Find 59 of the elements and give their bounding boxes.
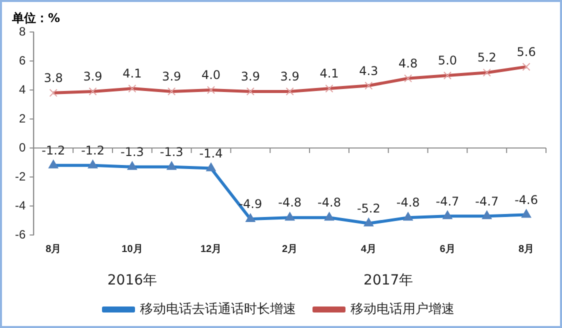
y-tick-label: 6 xyxy=(18,53,26,68)
data-label: 4.1 xyxy=(122,66,142,81)
data-label: 5.0 xyxy=(438,54,458,68)
data-label: -4.8 xyxy=(278,196,302,210)
point xyxy=(364,218,374,226)
text: 2016年 xyxy=(107,272,158,289)
y-tick-label: 4 xyxy=(18,82,26,96)
data-label: 5.6 xyxy=(516,44,536,59)
data-label: 3.9 xyxy=(162,70,182,84)
data-label: 3.9 xyxy=(240,70,260,84)
point xyxy=(88,160,98,168)
point xyxy=(166,161,176,170)
legend-label: 移动电话用户增速 xyxy=(350,301,454,316)
y-axis-title: 单位：% xyxy=(12,10,60,27)
point xyxy=(48,160,58,168)
y-tick-label: 8 xyxy=(18,24,26,38)
data-label: -1.3 xyxy=(120,144,144,159)
point xyxy=(482,210,492,220)
data-label: -1.3 xyxy=(160,144,184,159)
data-label: -1.2 xyxy=(81,144,104,158)
x-tick-label: 12月 xyxy=(200,244,222,255)
data-label: -4.7 xyxy=(475,194,499,208)
data-label: -4.6 xyxy=(514,192,538,207)
x-tick-label: 2月 xyxy=(282,244,298,255)
data-label: -1.2 xyxy=(42,144,66,158)
data-label: 5.2 xyxy=(477,50,496,65)
data-label: -4.8 xyxy=(396,196,420,210)
x-tick-label: 8月 xyxy=(46,244,62,255)
data-label: 3.9 xyxy=(83,70,102,84)
point xyxy=(521,209,532,218)
data-label: -4.9 xyxy=(238,197,262,212)
data-label: 4.8 xyxy=(398,56,418,71)
y-tick-label: -6 xyxy=(15,227,26,242)
point xyxy=(324,212,334,221)
y-tick-label: -2 xyxy=(15,169,26,184)
data-label: 4.0 xyxy=(201,68,221,82)
point xyxy=(127,161,138,170)
data-label: -4.7 xyxy=(436,194,460,208)
x-tick-label: 10月 xyxy=(122,244,143,255)
point xyxy=(246,214,256,222)
point xyxy=(442,210,452,220)
data-label: 4.1 xyxy=(320,66,339,81)
x-tick-label: 8月 xyxy=(518,244,534,255)
point xyxy=(285,212,295,221)
x-tick-label: 4月 xyxy=(360,244,376,255)
y-tick-label: -4 xyxy=(15,198,26,212)
point xyxy=(403,212,413,221)
data-label: 4.3 xyxy=(359,64,378,78)
data-label: -5.2 xyxy=(356,202,380,216)
data-label: -1.4 xyxy=(199,146,223,160)
legend-label: 移动电话去话通话时长增速 xyxy=(140,301,296,316)
text: 2017年 xyxy=(364,272,414,289)
data-label: 3.8 xyxy=(44,71,63,86)
data-label: 3.9 xyxy=(280,70,300,84)
point xyxy=(206,162,216,172)
y-tick-label: 0 xyxy=(18,140,26,154)
y-tick-label: 2 xyxy=(18,111,26,126)
x-tick-label: 6月 xyxy=(440,244,456,255)
data-label: -4.8 xyxy=(318,196,341,210)
